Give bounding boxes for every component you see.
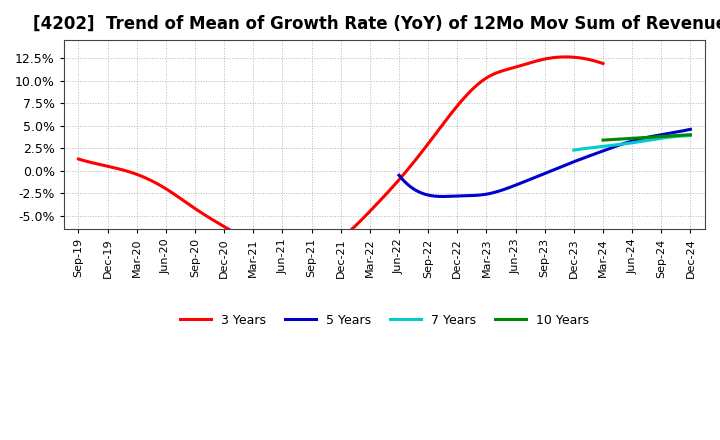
10 Years bbox=[599, 137, 608, 143]
7 Years bbox=[683, 133, 692, 138]
Title: [4202]  Trend of Mean of Growth Rate (YoY) of 12Mo Mov Sum of Revenues: [4202] Trend of Mean of Growth Rate (YoY… bbox=[32, 15, 720, 33]
5 Years bbox=[686, 127, 695, 132]
7 Years bbox=[625, 141, 634, 146]
10 Years bbox=[641, 135, 649, 140]
3 Years bbox=[387, 185, 396, 191]
5 Years bbox=[680, 128, 688, 133]
Line: 5 Years: 5 Years bbox=[399, 129, 690, 197]
3 Years bbox=[359, 216, 368, 221]
10 Years bbox=[640, 135, 649, 140]
3 Years bbox=[599, 61, 608, 66]
7 Years bbox=[686, 133, 695, 138]
7 Years bbox=[626, 140, 634, 146]
Legend: 3 Years, 5 Years, 7 Years, 10 Years: 3 Years, 5 Years, 7 Years, 10 Years bbox=[174, 308, 595, 333]
3 Years bbox=[324, 243, 333, 248]
3 Years bbox=[287, 252, 296, 257]
3 Years bbox=[588, 58, 597, 63]
10 Years bbox=[684, 132, 693, 137]
5 Years bbox=[634, 137, 643, 142]
7 Years bbox=[633, 139, 642, 145]
10 Years bbox=[646, 135, 654, 140]
5 Years bbox=[553, 166, 562, 171]
10 Years bbox=[686, 132, 695, 137]
5 Years bbox=[569, 159, 577, 165]
7 Years bbox=[639, 139, 647, 144]
10 Years bbox=[651, 134, 660, 139]
5 Years bbox=[438, 194, 447, 199]
5 Years bbox=[534, 173, 542, 179]
3 Years bbox=[505, 66, 514, 71]
5 Years bbox=[395, 172, 403, 178]
7 Years bbox=[570, 147, 578, 153]
Line: 10 Years: 10 Years bbox=[603, 135, 690, 140]
Line: 7 Years: 7 Years bbox=[574, 136, 690, 150]
3 Years bbox=[561, 54, 570, 59]
5 Years bbox=[536, 173, 544, 178]
7 Years bbox=[665, 135, 674, 140]
3 Years bbox=[328, 241, 336, 246]
Line: 3 Years: 3 Years bbox=[78, 57, 603, 254]
10 Years bbox=[670, 133, 679, 138]
3 Years bbox=[74, 156, 83, 161]
